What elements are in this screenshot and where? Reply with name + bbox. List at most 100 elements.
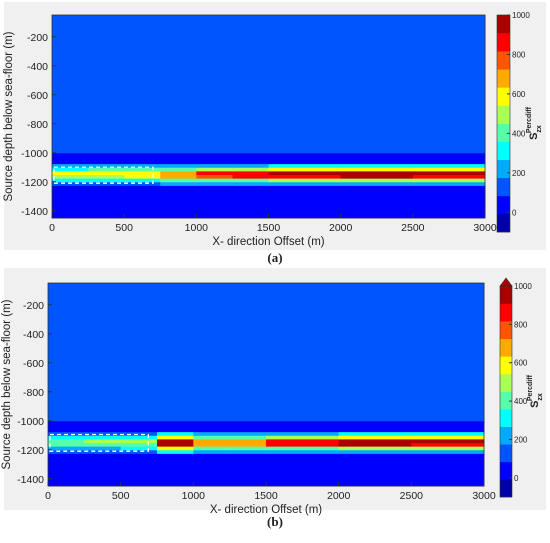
heat-cell	[84, 464, 122, 487]
heat-cell	[88, 178, 125, 183]
heat-cell	[268, 152, 342, 165]
heat-cell	[266, 453, 340, 465]
heat-cell	[160, 185, 197, 197]
heat-cell	[157, 446, 194, 451]
heat-cell	[340, 15, 414, 154]
heat-cell	[266, 420, 340, 433]
heat-cell	[88, 15, 125, 154]
heat-cell	[120, 442, 158, 447]
y-tick-label: -1400	[17, 474, 44, 486]
heat-cell	[160, 170, 197, 175]
colorbar-segment	[500, 286, 512, 304]
heat-cell	[157, 449, 194, 454]
heat-cell	[193, 420, 231, 433]
heat-cell	[232, 196, 269, 219]
heat-cell	[124, 185, 161, 197]
heat-cell	[48, 453, 85, 465]
heat-cell	[229, 435, 267, 440]
heat-cell	[48, 283, 85, 422]
heat-cell	[232, 15, 269, 154]
heat-cell	[157, 420, 194, 433]
heat-cell	[411, 464, 485, 487]
colorbar-segment	[500, 303, 512, 322]
y-tick-label: -600	[27, 90, 48, 102]
y-tick-label: -800	[23, 387, 44, 399]
colorbar-segment	[497, 213, 510, 233]
heat-cell	[124, 181, 161, 186]
colorbar-segment	[497, 51, 510, 70]
heat-cell	[196, 174, 233, 179]
heat-cell	[120, 438, 158, 443]
heat-cell	[124, 163, 161, 168]
heat-cell	[193, 435, 231, 440]
x-tick-label: 1000	[182, 490, 206, 502]
colorbar-segment	[497, 159, 510, 179]
heat-cell	[52, 178, 89, 183]
heat-cell	[84, 438, 122, 443]
heat-cell	[84, 453, 122, 465]
heat-cell	[84, 420, 122, 433]
y-tick-label: -400	[27, 61, 48, 73]
heat-cell	[52, 185, 89, 197]
colorbar-label-sup: Percdiff	[527, 374, 534, 401]
heat-cell	[124, 170, 161, 175]
heat-cell	[411, 453, 485, 465]
heat-cell	[48, 438, 85, 443]
heat-cell	[338, 464, 412, 487]
colorbar-segment	[500, 338, 512, 357]
heat-cell	[268, 185, 342, 197]
heat-cell	[120, 420, 158, 433]
colorbar-tick-label: 200	[512, 169, 526, 178]
colorbar-segment	[500, 321, 512, 340]
colorbar-label: SzxPercdiff	[527, 374, 544, 407]
heat-cell	[229, 442, 267, 447]
heat-cell	[268, 174, 342, 179]
heat-cell	[412, 163, 486, 168]
heat-cell	[338, 449, 412, 454]
heat-cell	[52, 174, 89, 179]
heat-cell	[196, 181, 233, 186]
heat-cell	[196, 15, 233, 154]
x-tick-label: 3000	[472, 490, 496, 502]
heat-cell	[268, 167, 342, 172]
heat-cell	[196, 152, 233, 165]
heat-cell	[88, 170, 125, 175]
heat-cell	[52, 15, 89, 154]
heat-cell	[229, 453, 267, 465]
heat-cell	[120, 446, 158, 451]
y-tick-label: -200	[23, 300, 44, 312]
heat-cell	[338, 431, 412, 436]
heat-cell	[193, 283, 231, 422]
colorbar-segment	[500, 391, 512, 410]
y-tick-label: -1200	[21, 177, 48, 189]
heat-cell	[124, 196, 161, 219]
heat-cell	[120, 453, 158, 465]
heat-cell	[412, 167, 486, 172]
heat-cell	[232, 152, 269, 165]
heat-cell	[157, 438, 194, 443]
colorbar-segment	[497, 33, 510, 52]
heat-cell	[84, 449, 122, 454]
heat-cell	[193, 431, 231, 436]
heat-cell	[229, 283, 267, 422]
colorbar-segment	[497, 141, 510, 160]
heat-cell	[124, 152, 161, 165]
colorbar-frame	[496, 14, 511, 233]
y-tick-label: -1400	[21, 206, 48, 218]
colorbar-label-base: S	[528, 133, 540, 140]
heat-cell	[340, 152, 414, 165]
colorbar-segment	[497, 195, 510, 215]
x-tick-label: 1500	[254, 490, 278, 502]
heat-cell	[196, 178, 233, 183]
heat-cell	[160, 167, 197, 172]
heat-cell	[232, 170, 269, 175]
heat-cell	[160, 152, 197, 165]
heat-cell	[340, 174, 414, 179]
colorbar-tick-label: 0	[512, 208, 517, 217]
heat-cell	[338, 453, 412, 465]
x-tick-label: 1500	[257, 222, 281, 234]
colorbar-tick-label: 200	[514, 435, 528, 444]
heat-cell	[266, 464, 340, 487]
heat-cell	[338, 420, 412, 433]
heat-cell	[232, 163, 269, 168]
